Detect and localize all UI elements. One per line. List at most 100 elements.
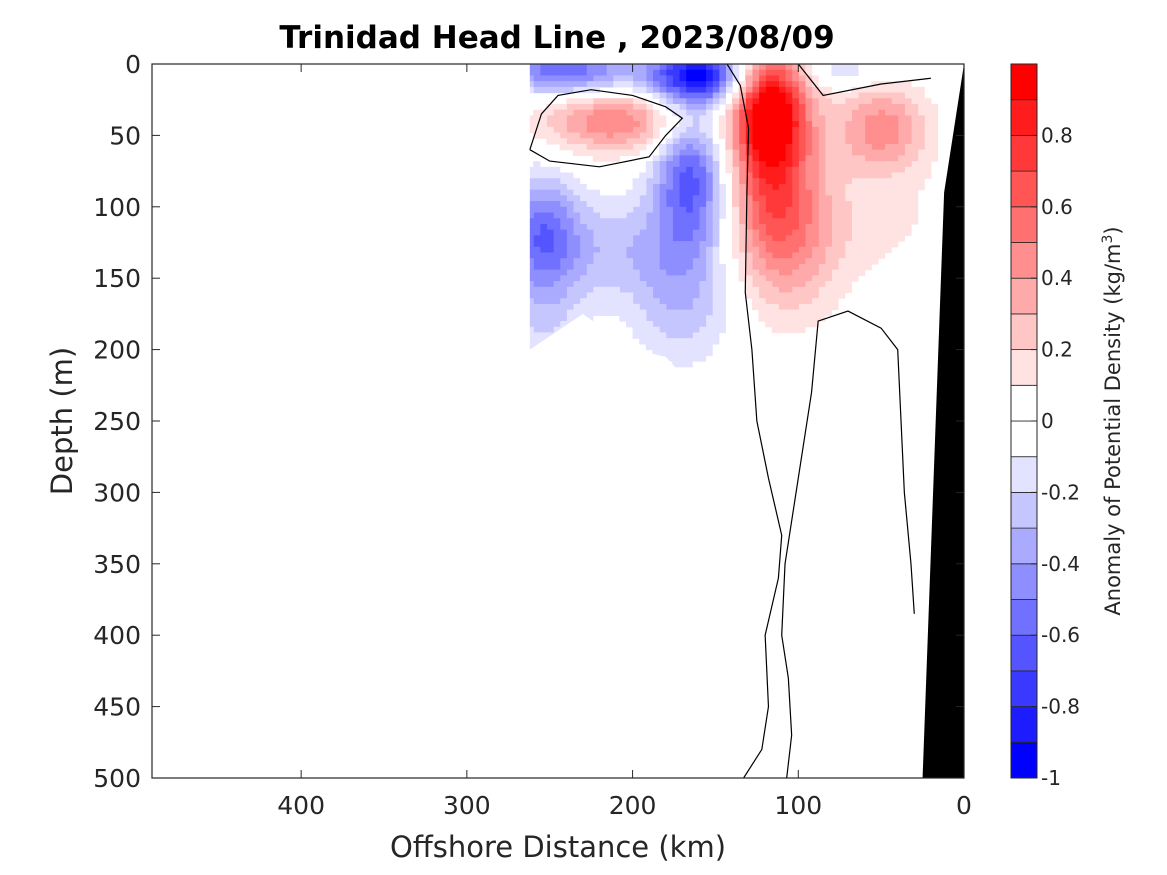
field-cell bbox=[844, 109, 852, 117]
field-cell bbox=[685, 315, 693, 322]
field-cell bbox=[606, 309, 614, 316]
field-cell bbox=[718, 206, 726, 214]
field-cell bbox=[732, 218, 740, 225]
field-cell bbox=[672, 241, 680, 248]
field-cell bbox=[698, 286, 707, 294]
field-cell bbox=[851, 195, 859, 202]
field-cell bbox=[824, 115, 833, 122]
field-cell bbox=[606, 241, 614, 248]
field-cell bbox=[559, 69, 567, 77]
field-cell bbox=[785, 286, 793, 294]
field-cell bbox=[678, 206, 687, 214]
colorbar-band bbox=[1010, 741, 1038, 779]
field-cell bbox=[851, 201, 859, 208]
field-cell bbox=[652, 183, 660, 191]
field-cell bbox=[738, 172, 746, 179]
field-cell bbox=[771, 195, 779, 202]
field-cell bbox=[579, 229, 587, 236]
field-cell bbox=[824, 263, 833, 271]
field-cell bbox=[718, 303, 726, 311]
field-cell bbox=[672, 235, 680, 242]
field-cell bbox=[705, 258, 713, 265]
field-cell bbox=[718, 98, 726, 105]
field-cell bbox=[811, 235, 819, 242]
field-cell bbox=[871, 92, 879, 99]
field-cell bbox=[884, 143, 892, 151]
field-cell bbox=[705, 298, 713, 305]
field-cell bbox=[566, 292, 574, 299]
field-cell bbox=[586, 103, 594, 111]
field-cell bbox=[665, 298, 673, 305]
field-cell bbox=[844, 103, 852, 111]
field-cell bbox=[539, 81, 547, 88]
field-cell bbox=[645, 172, 654, 179]
field-cell bbox=[930, 115, 939, 122]
field-cell bbox=[533, 229, 541, 236]
field-cell bbox=[586, 81, 594, 88]
field-cell bbox=[758, 166, 766, 174]
field-cell bbox=[652, 309, 660, 316]
field-cell bbox=[705, 172, 713, 179]
field-cell bbox=[606, 275, 614, 282]
field-cell bbox=[592, 126, 601, 134]
field-cell bbox=[599, 286, 607, 294]
field-cell bbox=[612, 201, 620, 208]
field-cell bbox=[844, 218, 852, 225]
field-cell bbox=[811, 263, 819, 271]
field-cell bbox=[619, 281, 627, 288]
field-cell bbox=[804, 155, 813, 162]
field-cell bbox=[745, 155, 753, 162]
field-cell bbox=[553, 178, 561, 185]
field-cell bbox=[891, 86, 899, 94]
field-cell bbox=[659, 155, 667, 162]
field-cell bbox=[891, 201, 899, 208]
field-cell bbox=[785, 138, 793, 145]
field-cell bbox=[924, 103, 932, 111]
field-cell bbox=[652, 121, 660, 128]
field-cell bbox=[745, 183, 753, 191]
field-cell bbox=[678, 109, 687, 117]
field-cell bbox=[785, 149, 793, 156]
field-cell bbox=[692, 241, 700, 248]
field-cell bbox=[891, 183, 899, 191]
field-cell bbox=[891, 109, 899, 117]
field-cell bbox=[765, 69, 773, 77]
field-cell bbox=[678, 275, 687, 282]
field-cell bbox=[930, 121, 939, 128]
field-cell bbox=[864, 195, 872, 202]
field-cell bbox=[665, 332, 673, 339]
field-cell bbox=[546, 201, 554, 208]
field-cell bbox=[606, 109, 614, 117]
field-cell bbox=[566, 178, 574, 185]
field-cell bbox=[791, 303, 799, 311]
field-cell bbox=[599, 132, 607, 139]
field-cell bbox=[586, 218, 594, 225]
field-cell bbox=[678, 172, 687, 179]
field-cell bbox=[798, 115, 806, 122]
field-cell bbox=[665, 286, 673, 294]
field-cell bbox=[818, 206, 826, 214]
field-cell bbox=[685, 361, 693, 368]
field-cell bbox=[765, 201, 773, 208]
field-cell bbox=[586, 275, 594, 282]
field-cell bbox=[553, 64, 561, 71]
field-cell bbox=[785, 132, 793, 139]
field-cell bbox=[811, 172, 819, 179]
field-cell bbox=[745, 166, 753, 174]
field-cell bbox=[559, 138, 567, 145]
field-cell bbox=[625, 115, 634, 122]
field-cell bbox=[599, 241, 607, 248]
field-cell bbox=[645, 321, 654, 328]
field-cell bbox=[791, 103, 799, 111]
field-cell bbox=[751, 86, 760, 94]
field-cell bbox=[539, 212, 547, 219]
field-cell bbox=[910, 206, 919, 214]
y-tick-label: 500 bbox=[93, 764, 141, 793]
colorbar-tick-label: 0.6 bbox=[1041, 195, 1073, 219]
field-cell bbox=[798, 229, 806, 236]
field-cell bbox=[698, 212, 707, 219]
colorbar-tick-label: 0.2 bbox=[1041, 338, 1073, 362]
field-cell bbox=[692, 81, 700, 88]
field-cell bbox=[529, 69, 534, 77]
field-cell bbox=[798, 103, 806, 111]
